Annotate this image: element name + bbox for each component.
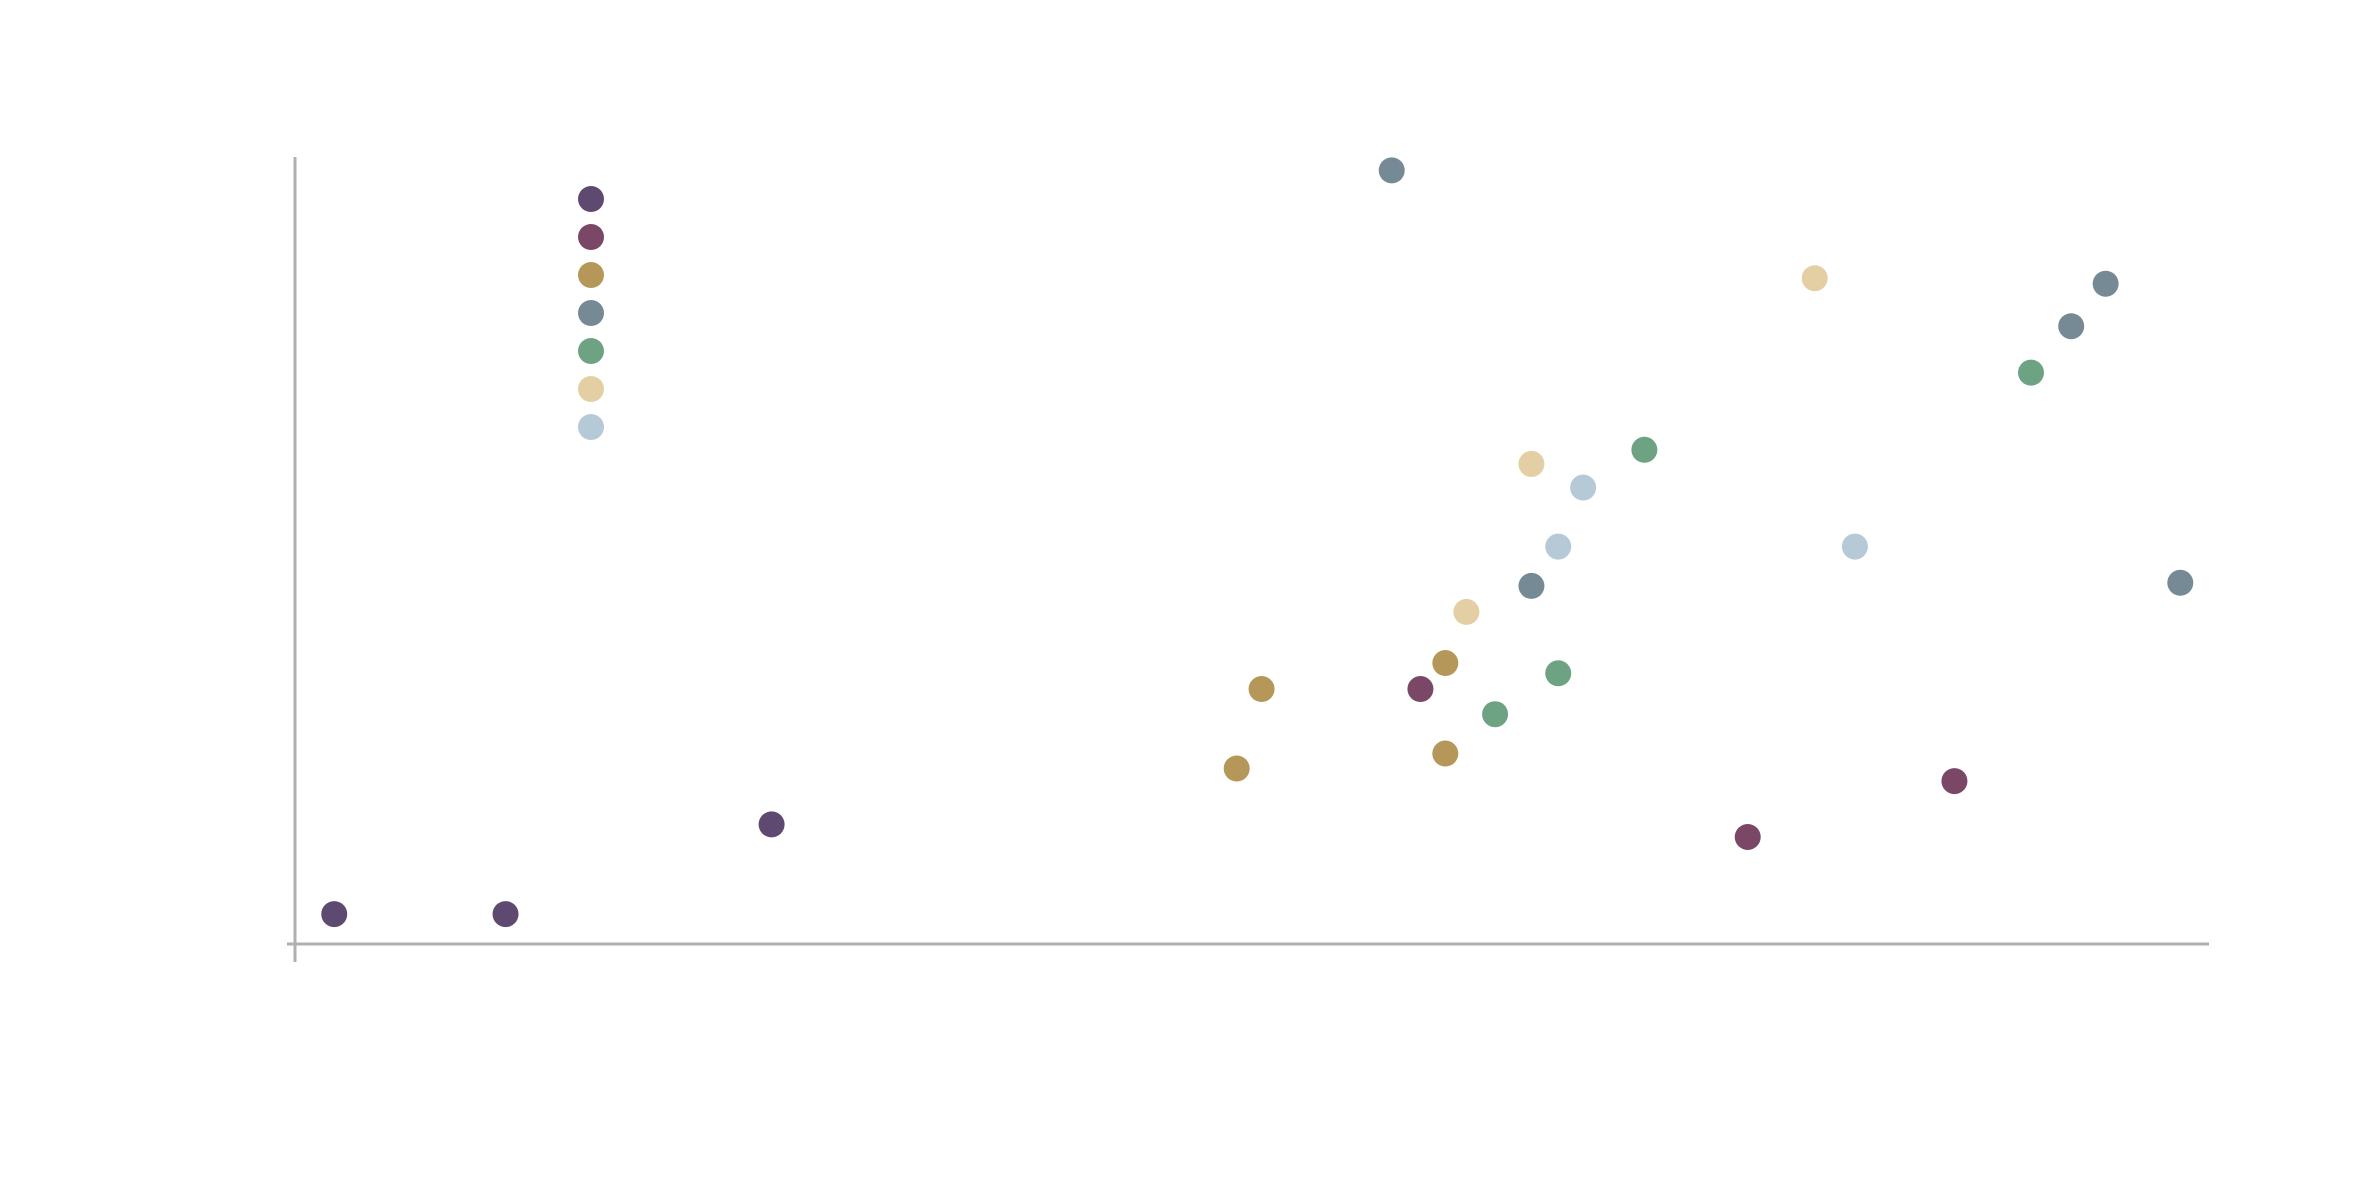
legend-swatch <box>578 300 604 326</box>
point <box>1841 533 1868 560</box>
point <box>1432 740 1459 767</box>
point <box>1631 436 1658 463</box>
point <box>1545 533 1572 560</box>
point <box>2058 313 2085 340</box>
point <box>1518 572 1545 599</box>
point <box>1482 701 1509 728</box>
point <box>2167 569 2194 596</box>
point <box>1453 598 1480 625</box>
point <box>321 901 348 928</box>
point <box>1801 265 1828 292</box>
point <box>1223 755 1250 782</box>
legend-swatch <box>578 262 604 288</box>
point <box>2017 359 2044 386</box>
legend-swatch <box>578 186 604 212</box>
legend-swatch <box>578 376 604 402</box>
point <box>1378 157 1405 184</box>
point <box>1518 450 1545 477</box>
point <box>758 811 785 838</box>
point <box>492 901 519 928</box>
point <box>2092 270 2119 297</box>
point <box>1407 676 1434 703</box>
legend-swatch <box>578 414 604 440</box>
point <box>1432 650 1459 677</box>
legend-swatch <box>578 338 604 364</box>
legend-swatch <box>578 224 604 250</box>
point <box>1248 676 1275 703</box>
point <box>1941 768 1968 795</box>
point <box>1734 823 1761 850</box>
point <box>1545 660 1572 687</box>
point <box>1570 474 1597 501</box>
